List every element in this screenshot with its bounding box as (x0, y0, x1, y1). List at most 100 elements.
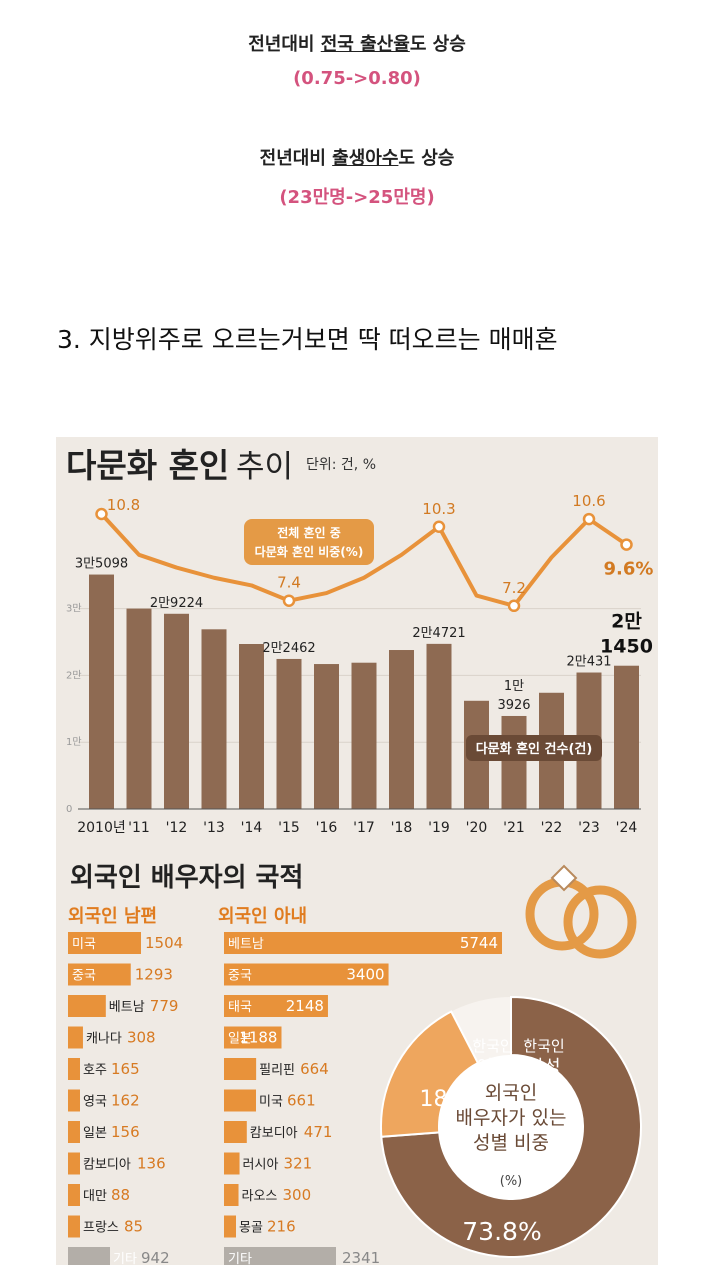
wife-bar (224, 1121, 247, 1143)
slice-value-female: 18.6 (420, 1087, 469, 1112)
husband-country-label: 호주 (83, 1063, 107, 1078)
x-tick-label: '21 (503, 820, 525, 836)
bar-series-legend (466, 735, 602, 761)
bar (89, 574, 114, 809)
wife-country-label: 몽골 (239, 1221, 263, 1236)
bar (389, 650, 414, 809)
bar (351, 662, 377, 809)
wife-bar (224, 995, 328, 1017)
slice-label-female: 여성 (476, 1057, 509, 1078)
x-tick-label: '13 (203, 820, 225, 836)
ratio-point (620, 538, 633, 551)
ratio-line (100, 512, 628, 608)
wife-value-label: 300 (283, 1186, 312, 1204)
x-tick-label: '20 (466, 820, 488, 836)
bar (201, 629, 227, 809)
husband-country-label: 일본 (83, 1126, 107, 1141)
husband-bar (68, 1058, 80, 1080)
husband-bar (68, 1089, 80, 1112)
x-tick-label: '19 (428, 820, 450, 836)
ratio-value-label: 10.3 (422, 500, 455, 518)
husband-country-label: 캄보디아 (83, 1158, 131, 1173)
infographic: 다문화 혼인 추이 단위: 건, % 0 1만 2만 3만 2010년 '11 '12 '13… (56, 437, 658, 1265)
line-series-label: 다문화 혼인 비중(%) (255, 544, 364, 559)
husband-bar (68, 1026, 83, 1049)
husband-bar (68, 1247, 110, 1265)
donut-title-line: 외국인 (485, 1082, 537, 1104)
headline-births: 전년대비 출생아수도 상승 (259, 148, 455, 169)
line-series-label: 전체 혼인 중 (277, 525, 341, 540)
husband-value-label: 779 (150, 997, 179, 1015)
husband-bar (68, 1152, 80, 1175)
husband-value-label: 136 (137, 1155, 166, 1173)
wife-value-label: 5744 (460, 934, 498, 952)
husband-country-label: 중국 (72, 969, 96, 984)
wife-country-label: 태국 (228, 1000, 252, 1015)
ratio-value-label: 7.4 (277, 574, 301, 592)
wife-value-label: 2341 (342, 1249, 380, 1265)
husband-value-label: 308 (127, 1029, 156, 1047)
wife-value-label: 661 (287, 1092, 316, 1110)
ratio-value-label: 10.6 (572, 492, 605, 510)
wife-value-label: 664 (300, 1060, 329, 1078)
bar-value-label: 3만5098 (75, 557, 128, 572)
husband-value-label: 1293 (135, 966, 173, 984)
husband-value-label: 85 (124, 1218, 143, 1236)
bar (239, 644, 264, 809)
wife-country-label: 러시아 (243, 1158, 279, 1173)
husband-country-label: 영국 (83, 1095, 107, 1110)
x-tick-label: '18 (391, 820, 413, 836)
x-tick-label: '17 (353, 820, 375, 836)
y-tick-label: 0 (66, 804, 72, 815)
wife-value-label: 2148 (286, 997, 324, 1015)
births-change: (23만명->25만명) (279, 187, 435, 208)
x-tick-label: '12 (166, 820, 188, 836)
wife-country-label: 기타 (228, 1252, 252, 1265)
bar-series-label: 다문화 혼인 건수(건) (476, 741, 593, 757)
bar (164, 613, 189, 809)
x-tick-label: '15 (278, 820, 300, 836)
ratio-point (507, 599, 521, 613)
husband-country-label: 베트남 (109, 1000, 145, 1015)
wife-value-label: 3400 (346, 966, 384, 984)
donut-center (439, 1055, 583, 1199)
wife-country-label: 미국 (259, 1095, 283, 1110)
nationality-title: 외국인 배우자의 국적 (70, 863, 304, 893)
husband-value-label: 156 (111, 1123, 140, 1141)
y-tick-label: 1만 (66, 736, 82, 748)
husband-heading: 외국인 남편 (68, 906, 158, 927)
wife-country-label: 베트남 (228, 937, 264, 952)
wife-value-label: 321 (284, 1155, 313, 1173)
husband-bar (68, 963, 131, 986)
line-series-legend (244, 519, 374, 565)
husband-country-label: 미국 (72, 937, 96, 952)
bar (614, 665, 639, 809)
x-tick-label: '11 (128, 820, 150, 836)
wife-value-label: 1188 (239, 1029, 277, 1047)
bar-value-label: 1만 (504, 679, 524, 694)
chart-subtitle: 추이 (236, 449, 294, 485)
ratio-point (282, 594, 296, 607)
husband-country-label: 캐나다 (86, 1032, 122, 1047)
bar-value-label: 2만431 (566, 655, 611, 670)
donut-title-line: 배우자가 있는 (456, 1107, 567, 1129)
wife-bar (224, 1247, 336, 1265)
husband-value-label: 165 (111, 1060, 140, 1078)
bar (126, 608, 152, 809)
x-tick-label: '16 (316, 820, 338, 836)
wife-bar (224, 932, 502, 954)
husband-bar (68, 1215, 80, 1238)
slice-label-male: 한국인 (523, 1037, 564, 1055)
slice-label-female: 한국인 (472, 1037, 513, 1055)
ratio-point (95, 507, 108, 521)
wife-value-label: 216 (267, 1218, 296, 1236)
wife-value-label: 471 (304, 1123, 333, 1141)
wife-bar (224, 1184, 239, 1206)
chart-title: 다문화 혼인 (66, 446, 230, 485)
bar (276, 658, 302, 809)
bar-value-label: 1450 (600, 636, 653, 658)
unit-label: 단위: 건, % (306, 457, 377, 473)
wedding-rings-icon (525, 864, 637, 959)
trend-chart: 0 1만 2만 3만 2010년 '11 '12 '13 '14 '15 '16 '17 '18 '19 '… (66, 492, 653, 836)
wife-bar (224, 1058, 257, 1080)
